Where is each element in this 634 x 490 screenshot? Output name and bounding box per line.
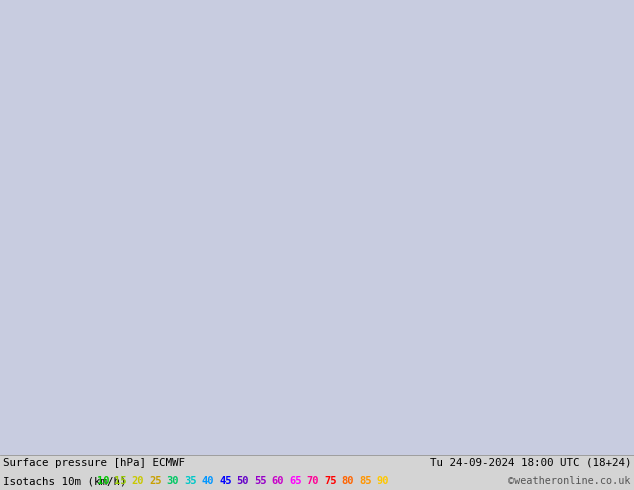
Text: 65: 65 — [289, 476, 302, 486]
Text: 70: 70 — [307, 476, 319, 486]
Text: ©weatheronline.co.uk: ©weatheronline.co.uk — [508, 476, 631, 486]
Text: 85: 85 — [359, 476, 372, 486]
Text: 15: 15 — [114, 476, 127, 486]
Text: 25: 25 — [149, 476, 162, 486]
Text: 10: 10 — [96, 476, 109, 486]
Text: 75: 75 — [324, 476, 337, 486]
Text: Isotachs 10m (km/h): Isotachs 10m (km/h) — [3, 476, 127, 486]
Text: 40: 40 — [202, 476, 214, 486]
Text: 45: 45 — [219, 476, 231, 486]
Text: 50: 50 — [236, 476, 249, 486]
Text: 90: 90 — [377, 476, 389, 486]
Text: 55: 55 — [254, 476, 267, 486]
Text: 80: 80 — [342, 476, 354, 486]
Text: 35: 35 — [184, 476, 197, 486]
Text: 30: 30 — [167, 476, 179, 486]
Text: 20: 20 — [132, 476, 144, 486]
Text: Tu 24-09-2024 18:00 UTC (18+24): Tu 24-09-2024 18:00 UTC (18+24) — [429, 458, 631, 467]
Text: Surface pressure [hPa] ECMWF: Surface pressure [hPa] ECMWF — [3, 458, 185, 467]
Text: 60: 60 — [271, 476, 284, 486]
